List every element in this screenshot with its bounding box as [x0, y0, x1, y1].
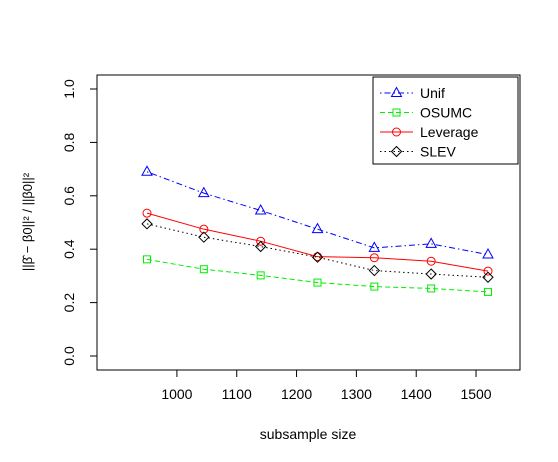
series-leverage	[142, 208, 493, 276]
data-point	[256, 236, 266, 246]
legend-item: OSUMC	[380, 105, 472, 121]
data-point	[311, 222, 324, 234]
legend-label: OSUMC	[420, 105, 472, 121]
data-point	[198, 231, 210, 243]
x-axis-label: subsample size	[260, 426, 357, 442]
data-point	[484, 287, 492, 296]
legend-box	[372, 76, 519, 165]
data-point	[143, 255, 151, 264]
data-point	[197, 186, 210, 198]
data-point	[199, 224, 209, 234]
legend-item: SLEV	[380, 144, 456, 160]
y-axis-label: ||β̂ − β0||² / ||β0||²	[20, 172, 35, 271]
series-line	[146, 223, 489, 278]
series-line	[146, 258, 489, 293]
y-tick-label: 1.0	[61, 79, 77, 99]
data-point	[368, 241, 381, 252]
data-point	[369, 253, 379, 263]
x-tick-label: 1500	[460, 386, 491, 402]
y-tick-label: 0.8	[61, 132, 77, 152]
data-point	[368, 264, 381, 277]
y-tick-label: 0.4	[61, 239, 77, 259]
series-unif	[141, 165, 494, 259]
legend: Unif OSUMC Leverage SLEV	[372, 76, 519, 165]
data-point	[256, 271, 265, 280]
x-tick-label: 1400	[401, 386, 432, 402]
data-point	[427, 284, 436, 293]
series-line	[146, 212, 489, 272]
y-axis: 0.0 0.2 0.4 0.6 0.8 1.0	[61, 79, 98, 366]
legend-label: SLEV	[420, 144, 456, 160]
data-point	[311, 251, 324, 263]
data-point	[483, 266, 493, 276]
series-slev	[141, 218, 494, 283]
data-point	[482, 271, 494, 283]
data-point	[426, 256, 436, 266]
data-point	[141, 218, 153, 230]
legend-marker	[392, 108, 401, 117]
series-group	[141, 165, 494, 296]
y-tick-label: 0.0	[61, 346, 77, 366]
data-point	[313, 278, 322, 287]
data-point	[370, 282, 379, 291]
series-osumc	[143, 255, 492, 296]
data-point	[482, 248, 494, 259]
legend-marker	[390, 145, 403, 158]
legend-label: Leverage	[420, 124, 479, 140]
data-point	[425, 237, 438, 248]
legend-marker	[390, 86, 403, 97]
x-tick-label: 1100	[222, 386, 252, 402]
data-point	[141, 165, 153, 176]
y-tick-label: 0.2	[61, 293, 77, 313]
x-tick-label: 1000	[161, 386, 192, 402]
data-point	[254, 240, 267, 253]
x-tick-label: 1300	[341, 386, 372, 402]
x-tick-label: 1200	[281, 386, 312, 402]
data-point	[142, 208, 152, 218]
legend-item: Leverage	[380, 124, 479, 140]
series-line	[146, 171, 489, 256]
data-point	[199, 265, 208, 274]
legend-item: Unif	[380, 85, 445, 101]
data-point	[254, 203, 267, 215]
legend-marker	[392, 127, 401, 137]
x-axis: 1000 1100 1200 1300 1400 1500	[161, 369, 492, 402]
data-point	[425, 268, 437, 280]
legend-label: Unif	[420, 85, 445, 101]
y-tick-label: 0.6	[61, 186, 77, 206]
